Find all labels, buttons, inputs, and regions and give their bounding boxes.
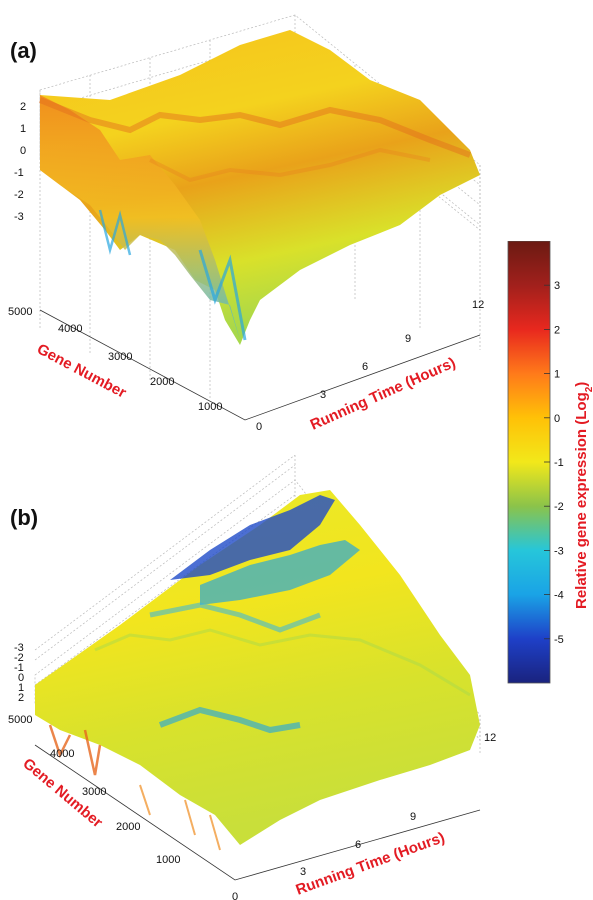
colorbar-tick-label: -2 [554, 501, 564, 513]
z-tick: 0 [20, 145, 26, 157]
colorbar-tick-label: 2 [554, 324, 560, 336]
surface-plot-a: 2 1 0 -1 -2 -3 5000 4000 3000 2000 1000 … [8, 14, 484, 434]
axes-b [34, 744, 481, 881]
x-tick: 9 [405, 333, 411, 345]
z-tick: -3 [14, 211, 24, 223]
x-axis-title: Running Time (Hours) [294, 829, 448, 899]
colorbar-tick-label: -1 [554, 457, 564, 469]
colorbar-tick-label: -4 [554, 590, 564, 602]
colorbar-ticks: 3 2 1 0 -1 -2 -3 -4 -5 [544, 280, 564, 646]
colorbar-gradient [507, 240, 551, 684]
z-tick: -2 [14, 652, 24, 664]
z-tick: 0 [18, 672, 24, 684]
surface-plot-b: -3 -2 -1 0 1 2 5000 4000 3000 2000 1000 … [8, 455, 496, 900]
panel-b-label: (b) [10, 505, 39, 530]
x-tick: 3 [300, 866, 306, 878]
z-tick: -1 [14, 662, 24, 674]
axes-a [39, 309, 481, 421]
colorbar-title: Relative gene expression (Log2) [573, 382, 593, 609]
colorbar: 3 2 1 0 -1 -2 -3 -4 -5 Relative gene expression … [506, 240, 593, 687]
y-tick: 5000 [8, 714, 32, 726]
x-tick: 9 [410, 811, 416, 823]
z-tick: 1 [20, 123, 26, 135]
surface-b [35, 490, 480, 851]
x-tick: 12 [484, 732, 496, 744]
colorbar-tick-label: 0 [554, 413, 560, 425]
x-tick: 6 [355, 839, 361, 851]
y-tick: 2000 [150, 376, 174, 388]
z-tick: -2 [14, 189, 24, 201]
x-tick: 6 [362, 361, 368, 373]
panel-a-label: (a) [10, 38, 37, 63]
colorbar-tick-label: -5 [554, 634, 564, 646]
y-tick: 2000 [116, 821, 140, 833]
y-tick: 4000 [50, 748, 74, 760]
x-tick: 0 [256, 421, 262, 433]
y-tick: 4000 [58, 323, 82, 335]
x-tick: 0 [232, 891, 238, 900]
z-tick: -1 [14, 167, 24, 179]
y-tick: 1000 [156, 854, 180, 866]
surface-a [38, 30, 480, 345]
colorbar-tick-label: -3 [554, 545, 564, 557]
z-tick: 1 [18, 682, 24, 694]
y-tick: 3000 [108, 351, 132, 363]
z-tick: 2 [20, 101, 26, 113]
z-tick: 2 [18, 692, 24, 704]
y-tick: 3000 [82, 786, 106, 798]
colorbar-tick-label: 1 [554, 369, 560, 381]
y-tick: 1000 [198, 401, 222, 413]
y-tick: 5000 [8, 306, 32, 318]
x-tick: 12 [472, 299, 484, 311]
x-axis-title: Running Time (Hours) [308, 354, 459, 433]
z-tick: -3 [14, 642, 24, 654]
x-tick: 3 [320, 389, 326, 401]
colorbar-tick-label: 3 [554, 280, 560, 292]
